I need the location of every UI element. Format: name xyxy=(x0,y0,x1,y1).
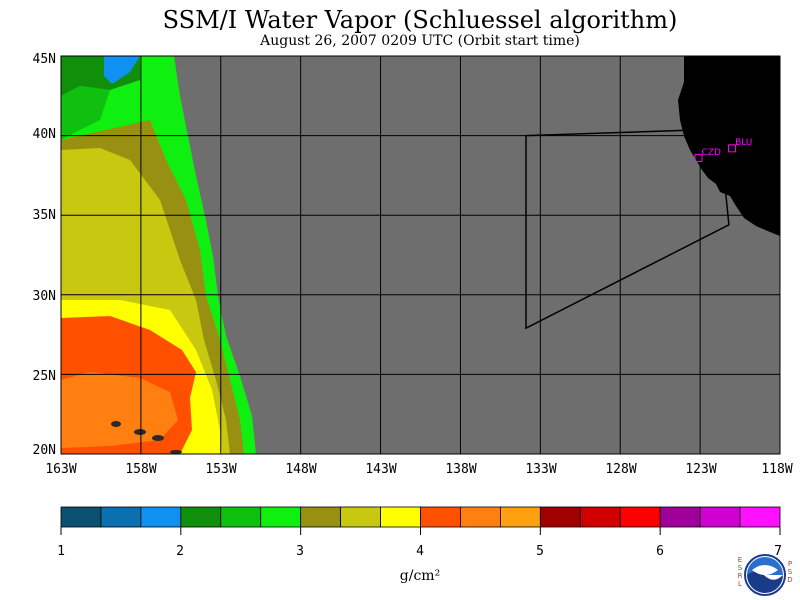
water-vapor-swath xyxy=(61,56,780,454)
colorbar-swatch xyxy=(499,506,541,528)
colorbar-tick-3: 3 xyxy=(296,544,304,559)
colorbar-swatch xyxy=(220,506,262,528)
colorbar xyxy=(60,506,781,535)
lon-label-128w: 128W xyxy=(605,462,637,477)
colorbar-swatch xyxy=(699,506,741,528)
island-2 xyxy=(152,435,164,441)
island-0 xyxy=(111,421,121,427)
lat-label-35n: 35N xyxy=(32,208,56,223)
station-label-czd: CZD xyxy=(701,147,721,158)
colorbar-swatch xyxy=(460,506,501,528)
lon-label-158w: 158W xyxy=(125,462,157,477)
map-frame xyxy=(60,55,781,455)
station-marker-blu xyxy=(728,144,737,153)
colorbar-swatch xyxy=(260,506,302,528)
lat-label-45n: 45N xyxy=(32,52,56,67)
island-1 xyxy=(134,429,146,435)
colorbar-units: g/cm² xyxy=(399,568,441,584)
colorbar-swatch xyxy=(300,506,342,528)
colorbar-swatch xyxy=(60,506,102,528)
band-orange xyxy=(61,372,178,448)
lon-label-148w: 148W xyxy=(285,462,317,477)
colorbar-swatch xyxy=(659,506,701,528)
lat-label-40n: 40N xyxy=(32,127,56,142)
island-3 xyxy=(170,450,182,454)
band-mid-green xyxy=(61,86,110,140)
colorbar-tick-7: 7 xyxy=(774,544,782,559)
lat-label-30n: 30N xyxy=(32,289,56,304)
colorbar-tick-2: 2 xyxy=(176,544,184,559)
band-blue-corner xyxy=(104,56,140,84)
map-subtitle: August 26, 2007 0209 UTC (Orbit start ti… xyxy=(260,33,580,49)
colorbar-swatch xyxy=(180,506,222,528)
colorbar-swatch xyxy=(579,506,621,528)
noaa-emblem-icon xyxy=(744,554,786,596)
lon-label-138w: 138W xyxy=(445,462,477,477)
map-title: SSM/I Water Vapor (Schluessel algorithm) xyxy=(162,6,678,34)
colorbar-swatch xyxy=(539,506,581,528)
lat-label-20n: 20N xyxy=(32,443,56,458)
lon-label-143w: 143W xyxy=(365,462,397,477)
station-markers xyxy=(694,144,737,162)
lon-label-163w: 163W xyxy=(45,462,77,477)
flight-track xyxy=(525,128,730,330)
colorbar-swatch xyxy=(619,506,661,528)
map-grid xyxy=(61,56,780,454)
colorbar-tick-5: 5 xyxy=(536,544,544,559)
colorbar-tick-1: 1 xyxy=(57,544,65,559)
lon-label-153w: 153W xyxy=(205,462,237,477)
colorbar-swatch xyxy=(420,506,461,528)
station-label-blu: BLU xyxy=(735,138,753,149)
lon-label-118w: 118W xyxy=(761,462,793,477)
lon-label-133w: 133W xyxy=(525,462,557,477)
lon-label-123w: 123W xyxy=(685,462,717,477)
colorbar-swatch xyxy=(380,506,421,528)
colorbar-tick-6: 6 xyxy=(656,544,664,559)
colorbar-swatch xyxy=(100,506,142,528)
colorbar-swatch xyxy=(739,506,781,528)
lat-label-25n: 25N xyxy=(32,369,56,384)
station-marker-czd xyxy=(694,153,703,162)
colorbar-tick-4: 4 xyxy=(416,544,424,559)
colorbar-swatch xyxy=(340,506,381,528)
colorbar-swatch xyxy=(140,506,182,528)
